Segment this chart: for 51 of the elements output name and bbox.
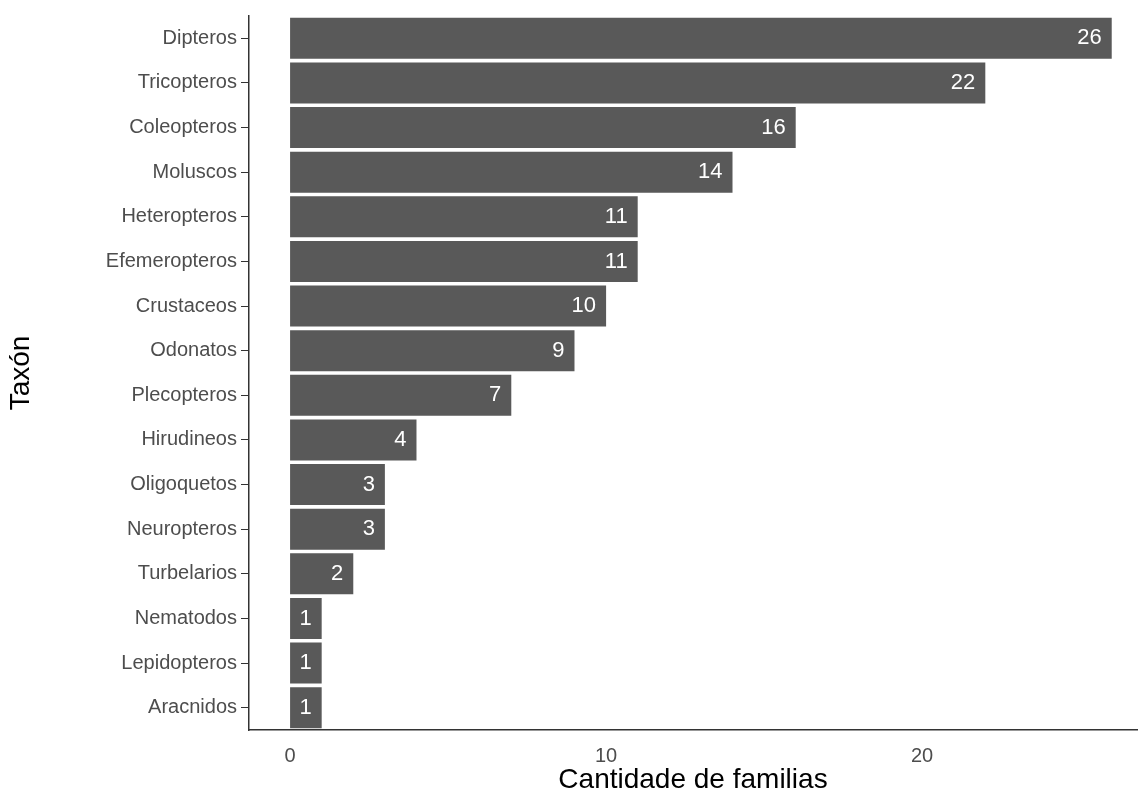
bar [290, 464, 385, 506]
y-tick-label: Aracnidos [148, 695, 237, 718]
bar [290, 196, 638, 238]
data-label: 1 [299, 693, 312, 719]
bar [290, 330, 575, 372]
data-label: 1 [299, 649, 312, 675]
y-tick-label: Odonatos [150, 338, 237, 361]
bar [290, 642, 322, 684]
bar [290, 687, 322, 729]
x-tick-label: 20 [910, 743, 934, 766]
data-label: 3 [362, 515, 375, 541]
y-tick-label: Plecopteros [131, 382, 237, 405]
y-tick-label: Tricopteros [137, 70, 237, 93]
data-label: 2 [331, 559, 344, 585]
data-label: 7 [489, 381, 502, 407]
data-label: 22 [950, 69, 976, 94]
bar [290, 17, 1112, 59]
bar [290, 62, 986, 104]
y-tick-label: Hirudineos [141, 427, 237, 450]
y-tick-label: Coleopteros [129, 115, 237, 138]
data-label: 16 [761, 113, 786, 139]
data-label: 3 [362, 470, 375, 496]
data-label: 11 [604, 247, 628, 273]
y-tick-label: Neuropteros [126, 516, 237, 539]
y-tick-label: Nematodos [134, 605, 237, 628]
y-tick-label: Dipteros [162, 25, 237, 48]
y-tick-label: Efemeropteros [105, 248, 237, 271]
data-label: 1 [299, 604, 312, 630]
bar [290, 240, 638, 282]
bar [290, 374, 512, 416]
y-tick-label: Lepidopteros [121, 650, 237, 673]
bar [290, 553, 354, 595]
data-label: 11 [604, 202, 628, 228]
data-label: 9 [552, 336, 565, 362]
bar [290, 597, 322, 639]
data-label: 10 [571, 292, 597, 318]
bar [290, 285, 607, 327]
bar [290, 107, 796, 149]
bar [290, 151, 733, 193]
bar [290, 419, 417, 461]
y-tick-label: Heteropteros [121, 204, 237, 227]
bar [290, 508, 385, 550]
x-tick-label: 0 [284, 743, 296, 766]
y-tick-label: Crustaceos [135, 293, 237, 316]
y-tick-label: Oligoquetos [130, 472, 237, 495]
y-axis-title: Taxón [3, 335, 35, 411]
data-label: 4 [394, 426, 407, 451]
data-label: 26 [1077, 24, 1102, 50]
data-label: 14 [698, 158, 723, 184]
y-tick-label: Turbelarios [137, 561, 237, 584]
y-tick-label: Moluscos [152, 159, 237, 182]
